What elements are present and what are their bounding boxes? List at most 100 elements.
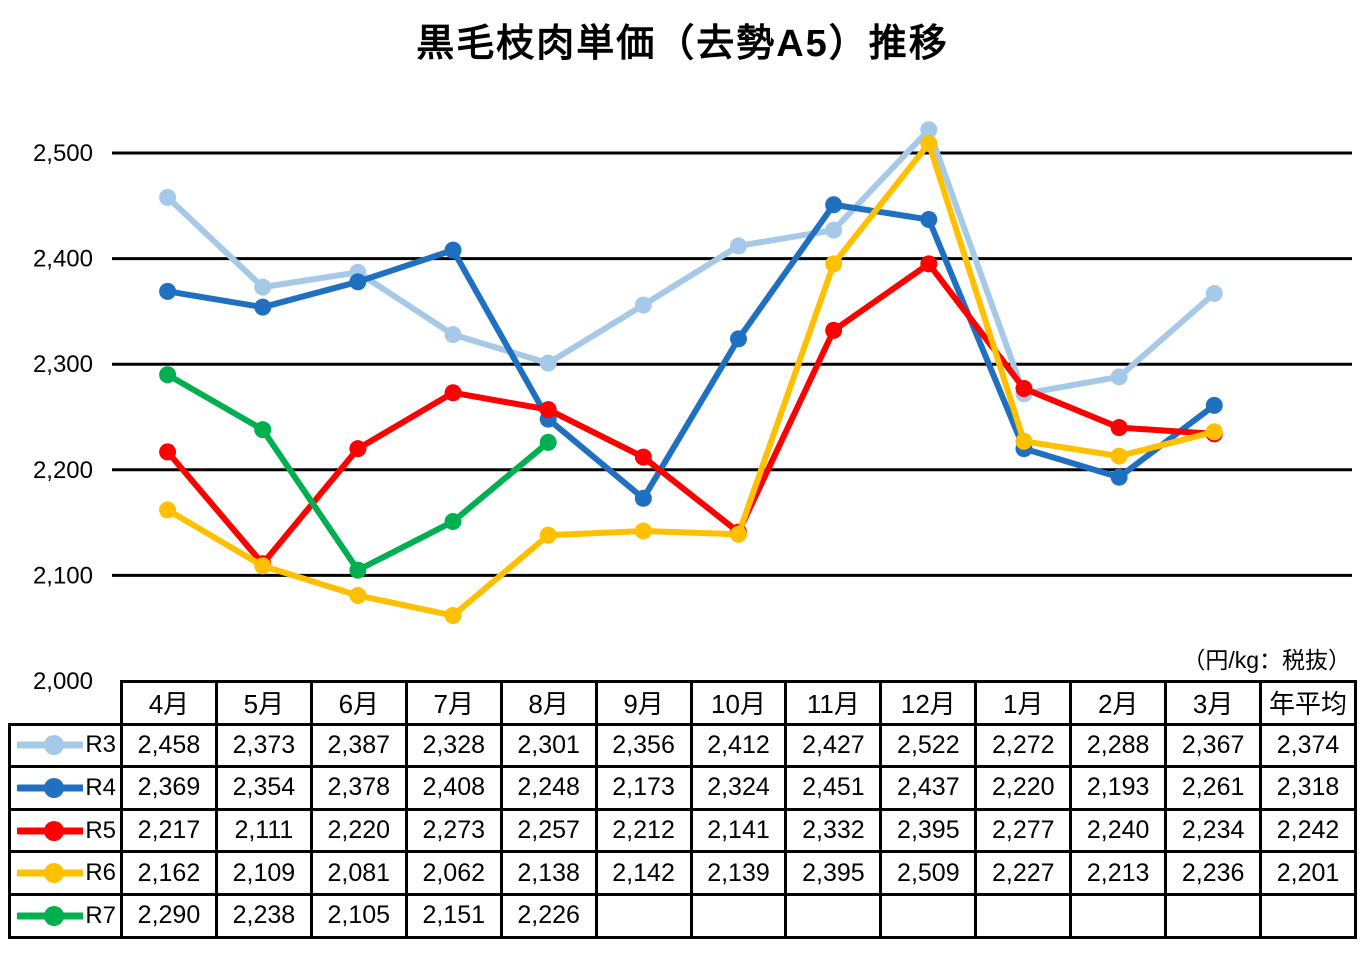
table-cell: 2,412 [689,722,788,769]
legend-marker [44,905,64,926]
table-cell: 2,427 [784,722,883,769]
table-cell: 2,332 [784,807,883,854]
table-cell: 2,226 [499,892,598,939]
gridlines [112,151,1352,577]
table-row-R5: R5 2,217 2,111 2,220 2,273 2,257 2,212 2,141 2,3… [8,807,1357,854]
table-cell: 2,387 [309,722,408,769]
table-cell: 2,458 [120,722,218,769]
data-point-marker [825,196,843,214]
table-cell: 2,162 [120,850,218,896]
data-table-wrap: 4月 5月 6月 7月 8月 9月 10月 11月 12月 1月 2月 3月 年平均 R3 2,458 2,3… [8,680,1357,939]
table-cell: 2,220 [974,765,1073,811]
table-cell: 2,234 [1164,807,1263,854]
table-cell: 2,213 [1069,850,1168,896]
table-cell: 2,139 [689,850,788,896]
series-marker-icon [17,905,84,926]
data-point-marker [634,522,652,540]
legend-cell: R4 [8,765,123,811]
data-table: 4月 5月 6月 7月 8月 9月 10月 11月 12月 1月 2月 3月 年平均 R3 2,458 2,3… [8,680,1357,939]
data-point-marker [634,296,652,314]
data-point-marker [1015,440,1033,458]
data-point-marker [1015,379,1033,397]
data-point-marker [159,443,177,461]
table-cell: 2,105 [309,892,408,939]
column-header: 7月 [404,680,503,726]
table-cell: 2,408 [404,765,503,811]
data-point-marker [539,433,557,451]
data-point-marker [1205,425,1223,443]
column-header: 12月 [879,680,978,726]
table-cell: 2,062 [404,850,503,896]
table-cell: 2,318 [1259,765,1357,811]
table-cell [1164,892,1263,939]
table-cell [1069,892,1168,939]
series-line [164,140,1218,619]
data-point-marker [349,586,367,604]
table-cell: 2,288 [1069,722,1168,769]
data-point-marker [254,298,272,316]
data-point-marker [349,561,367,579]
series-line [164,201,1218,502]
data-point-marker [539,354,557,372]
data-point-marker [349,263,367,281]
data-point-marker [444,384,462,402]
column-header: 11月 [784,680,883,726]
data-point-marker [444,326,462,344]
column-header: 8月 [499,680,598,726]
table-cell: 2,369 [120,765,218,811]
y-axis-tick-label: 2,200 [33,457,93,484]
series-marker-icon [17,863,84,884]
table-row-R7: R7 2,290 2,238 2,105 2,151 2,226 [8,892,1357,939]
column-header: 10月 [689,680,788,726]
table-cell: 2,212 [594,807,693,854]
table-cell: 2,238 [214,892,313,939]
series-label: R7 [85,901,116,929]
data-point-marker [444,607,462,625]
table-cell: 2,257 [499,807,598,854]
table-cell: 2,261 [1164,765,1263,811]
table-corner-ghost-cell [9,681,123,726]
legend-cell: R7 [8,892,123,939]
chart-title: 黒毛枝肉単価（去勢A5）推移 [416,23,949,65]
table-cell: 2,173 [594,765,693,811]
series-line [164,126,1218,397]
data-point-marker [444,513,462,531]
table-cell: 2,509 [879,850,978,896]
legend-cell: R3 [8,722,123,769]
data-point-marker [825,255,843,273]
data-point-marker [730,525,747,543]
data-point-marker [920,255,938,273]
table-cell: 2,328 [404,722,503,769]
data-point-marker [254,278,272,296]
data-point-marker [349,273,367,291]
data-point-marker [254,557,272,575]
y-axis-tick-label: 2,100 [33,562,93,589]
data-point-marker [825,321,843,339]
column-header: 5月 [214,680,313,726]
data-point-marker [1110,419,1128,437]
legend-inner: R6 [13,859,119,887]
series-line [164,260,1218,567]
series-label: R3 [85,731,116,759]
column-header: 3月 [1164,680,1263,726]
data-point-marker [730,523,747,541]
series-R7 [159,366,557,579]
table-cell: 2,138 [499,850,598,896]
data-point-marker [1205,423,1223,441]
unit-note: （円/kg：税抜） [1182,647,1351,673]
table-cell: 2,141 [689,807,788,854]
data-point-marker [1205,284,1223,302]
table-cell: 2,217 [120,807,218,854]
data-point-marker [444,241,462,259]
series-R5 [159,255,1223,573]
data-point-marker [1110,368,1128,386]
legend-inner: R5 [13,817,119,845]
column-header: 6月 [309,680,408,726]
table-row-R3: R3 2,458 2,373 2,387 2,328 2,301 2,356 2,412 2,4… [8,722,1357,769]
table-cell: 2,277 [974,807,1073,854]
table-cell [594,892,693,939]
table-cell: 2,109 [214,850,313,896]
table-cell: 2,395 [879,807,978,854]
legend-cell: R5 [8,807,123,854]
series-R6 [159,134,1223,625]
